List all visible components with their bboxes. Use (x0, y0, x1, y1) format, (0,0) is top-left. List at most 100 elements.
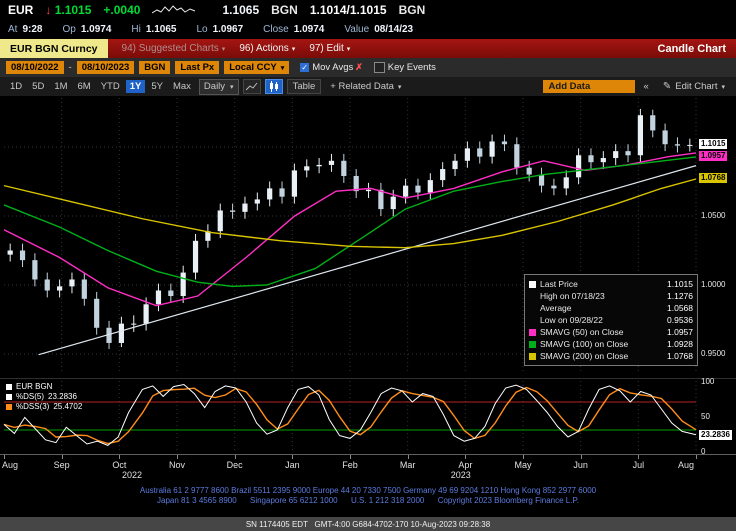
menu-item[interactable]: 97) Edit ▾ (309, 43, 350, 54)
month-label: Sep (53, 460, 70, 470)
period-tab-6m[interactable]: 6M (77, 81, 91, 92)
period-tab-1d[interactable]: 1D (10, 81, 23, 92)
legend-label: SMAVG (50) on Close (540, 327, 624, 337)
period-tab-max[interactable]: Max (172, 81, 191, 92)
quote-bar: EUR ↓ 1.1015 +.0040 1.1065 BGN 1.1014/1.… (0, 0, 736, 20)
menu-item-label: 94) Suggested Charts (121, 43, 219, 54)
quote-field-label: Close (263, 24, 289, 35)
legend-row: SMAVG (200) on Close 1.0768 (529, 350, 693, 362)
mov-avgs-edit-icon[interactable]: ✗ (355, 62, 363, 72)
line-chart-icon (245, 82, 257, 90)
candle-chart-icon (269, 81, 278, 92)
period-tab-ytd[interactable]: YTD (100, 81, 120, 92)
stochastic-title-row: EUR BGN (6, 382, 82, 392)
stochastic-series-row: %DSS(3) 25.4702 (6, 402, 82, 412)
legend-row: SMAVG (50) on Close 1.0957 (529, 326, 693, 338)
month-label: Nov (168, 460, 186, 470)
period-bar: 1D 5D 1M 6M YTD 1Y 5Y Max Daily ▾ Table + Relat… (0, 77, 736, 96)
date-separator: - (68, 62, 72, 73)
edit-chart-label: Edit Chart (675, 81, 718, 92)
x-axis-tick (350, 455, 351, 459)
quote-fields: At 9:28 Op 1.0974 Hi 1.1065 Lo 1.0967 Close 1.097… (0, 20, 736, 39)
menu-item-label: 96) Actions (239, 43, 289, 54)
x-axis-tick (177, 455, 178, 459)
month-label: Jun (573, 460, 588, 470)
last-price: 1.1015 (54, 3, 92, 17)
legend-marker (529, 352, 536, 360)
legend-marker (529, 293, 536, 300)
down-arrow-icon: ↓ (45, 3, 52, 17)
x-axis-tick (407, 455, 409, 459)
stochastic-panel[interactable]: EUR BGN %DS(5) 23.2836 %DSS(3) 25.4702 100… (0, 377, 736, 456)
candlesticks (7, 108, 693, 350)
x-axis-tick (234, 455, 236, 459)
stoch-axis-tick: 100 (701, 377, 715, 386)
last-price-group: ↓ 1.1015 (45, 3, 91, 17)
legend-marker (529, 328, 536, 336)
frequency-dropdown[interactable]: Daily ▾ (198, 78, 239, 95)
add-data-input[interactable]: Add Data (542, 80, 635, 93)
quote-field-label: Hi (131, 24, 141, 35)
x-axis-tick (4, 455, 5, 459)
chart-toolbar: 08/10/2022 - 08/10/2023 BGN Last Px Loca… (0, 58, 736, 77)
month-label: Apr (458, 460, 473, 470)
edit-chart-button[interactable]: ✎ Edit Chart ▾ (658, 80, 730, 93)
candlestick-chart-svg (3, 98, 697, 374)
dss-line (3, 386, 697, 445)
menu-item[interactable]: 96) Actions ▾ (239, 43, 295, 54)
legend-value: 1.0957 (667, 327, 693, 337)
date-from-field[interactable]: 08/10/2022 (6, 61, 64, 74)
period-tab-1m[interactable]: 1M (54, 81, 68, 92)
stoch-badge: 23.2836 (699, 429, 732, 440)
period-tab-1y[interactable]: 1Y (125, 80, 146, 93)
month-label: Aug (678, 460, 695, 470)
checkbox-checked-icon: ✓ (300, 63, 310, 72)
stochastic-legend: EUR BGN %DS(5) 23.2836 %DSS(3) 25.4702 (6, 382, 82, 412)
caret-down-icon: ▾ (346, 45, 351, 53)
x-axis-tick (638, 455, 640, 459)
period-tab-5d[interactable]: 5D (32, 81, 45, 92)
legend-value: 1.0928 (667, 339, 693, 349)
sma-line (3, 178, 697, 249)
legend-label: SMAVG (100) on Close (540, 339, 629, 349)
footer-contacts-line1: Australia 61 2 9777 8600 Brazil 5511 239… (139, 486, 597, 495)
quote-field-label: Op (62, 24, 76, 35)
stochastic-series-value: 23.2836 (48, 392, 77, 401)
stochastic-series-label: %DSS(3) (16, 402, 50, 411)
menu-item[interactable]: 94) Suggested Charts ▾ (122, 43, 226, 54)
legend-row: SMAVG (100) on Close 1.0928 (529, 338, 693, 350)
menu-items: 94) Suggested Charts ▾ 96) Actions ▾ 97) Edi… (122, 43, 351, 54)
table-button[interactable]: Table (286, 79, 322, 94)
x-axis-tick (61, 455, 63, 459)
legend-row: Last Price 1.1015 (529, 278, 693, 290)
quote-field: Value 08/14/23 (344, 24, 413, 35)
quote-field: Lo 1.0967 (196, 24, 243, 35)
currency-dropdown[interactable]: Local CCY ▾ (224, 61, 290, 74)
key-events-toggle[interactable]: Key Events (373, 62, 436, 73)
y-axis-tick: 1.0000 (701, 279, 726, 289)
price-chart[interactable]: Last Price 1.1015 High on 07/18/23 1.1276 Av… (0, 96, 736, 378)
ds-line (3, 383, 697, 446)
mov-avgs-toggle[interactable]: ✓ Mov Avgs ✗ (300, 62, 363, 73)
related-data-dropdown[interactable]: + Related Data ▾ (325, 80, 406, 93)
mid-value: 1.1065 (222, 3, 260, 17)
ticker-box[interactable]: EUR BGN Curncy (0, 39, 108, 58)
y-axis-tick: 1.0500 (701, 210, 726, 220)
x-axis-tick (292, 455, 294, 459)
px-field[interactable]: Last Px (175, 61, 220, 74)
legend-marker (6, 404, 12, 410)
quote-field-value: 1.0974 (293, 24, 325, 35)
date-to-field[interactable]: 08/10/2023 (76, 61, 135, 74)
x-axis-tick (465, 455, 467, 459)
trend-line (38, 165, 697, 356)
candle-chart-button[interactable] (264, 79, 283, 94)
legend-marker (529, 280, 536, 288)
caret-down-icon: ▾ (397, 83, 402, 91)
collapse-button[interactable]: « (639, 80, 654, 93)
period-tab-5y[interactable]: 5Y (151, 81, 163, 92)
line-chart-button[interactable] (242, 79, 261, 94)
sma-line (3, 156, 697, 288)
caret-down-icon: ▾ (721, 83, 725, 91)
pencil-icon: ✎ (662, 81, 672, 92)
source-field[interactable]: BGN (139, 61, 171, 74)
